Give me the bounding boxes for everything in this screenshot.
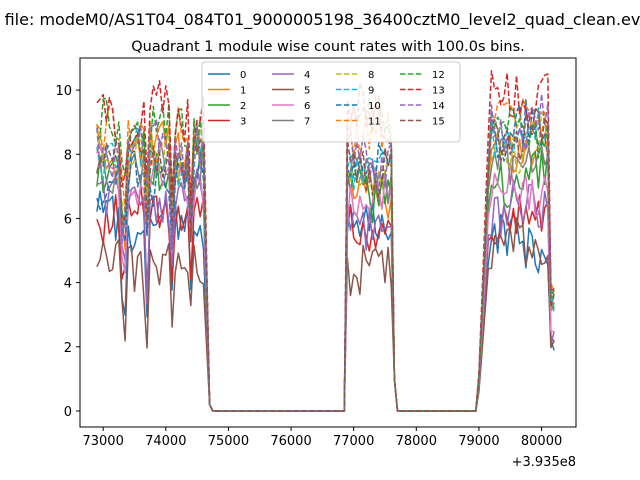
legend-label-5: 5 <box>304 86 310 97</box>
x-axis: 73000 74000 75000 76000 77000 78000 79000 80000 <box>82 427 562 449</box>
series-line-3 <box>96 184 555 412</box>
series-line-5 <box>96 217 555 412</box>
legend-label-8: 8 <box>368 70 374 81</box>
series-line-9 <box>96 107 555 412</box>
legend-label-15: 15 <box>432 117 445 128</box>
y-tick-label: 10 <box>55 84 72 99</box>
legend-label-11: 11 <box>368 117 381 128</box>
legend-label-9: 9 <box>368 86 374 97</box>
x-tick-label: 76000 <box>270 434 311 449</box>
legend-box <box>201 61 461 143</box>
x-tick-label: 73000 <box>82 434 123 449</box>
plot-frame <box>79 57 577 428</box>
legend-label-0: 0 <box>240 70 246 81</box>
y-tick-label: 4 <box>64 277 72 292</box>
y-tick-label: 8 <box>64 148 72 163</box>
series-line-15 <box>96 107 555 412</box>
legend-label-1: 1 <box>240 86 246 97</box>
x-axis-offset-label: +3.935e8 <box>512 455 576 470</box>
x-tick-label: 75000 <box>208 434 249 449</box>
y-tick-label: 2 <box>64 341 72 356</box>
chart-title: Quadrant 1 module wise count rates with … <box>131 39 525 55</box>
legend-label-10: 10 <box>368 101 381 112</box>
legend-label-3: 3 <box>240 117 246 128</box>
legend-label-6: 6 <box>304 101 310 112</box>
x-tick-label: 80000 <box>521 434 562 449</box>
y-axis: 0 2 4 6 8 10 <box>55 84 80 420</box>
legend-label-2: 2 <box>240 101 246 112</box>
x-tick-label: 74000 <box>145 434 186 449</box>
y-tick-label: 6 <box>64 212 72 227</box>
legend-label-4: 4 <box>304 70 310 81</box>
x-tick-label: 78000 <box>396 434 437 449</box>
x-tick-label: 79000 <box>458 434 499 449</box>
series-lines <box>96 70 555 412</box>
legend-label-13: 13 <box>432 86 445 97</box>
legend-label-14: 14 <box>432 101 445 112</box>
x-tick-label: 77000 <box>333 434 374 449</box>
legend-label-12: 12 <box>432 70 445 81</box>
y-tick-label: 0 <box>64 405 72 420</box>
series-line-6 <box>96 142 555 412</box>
figure-suptitle: n file: modeM0/AS1T04_084T01_9000005198_… <box>0 10 640 30</box>
legend-label-7: 7 <box>304 117 310 128</box>
